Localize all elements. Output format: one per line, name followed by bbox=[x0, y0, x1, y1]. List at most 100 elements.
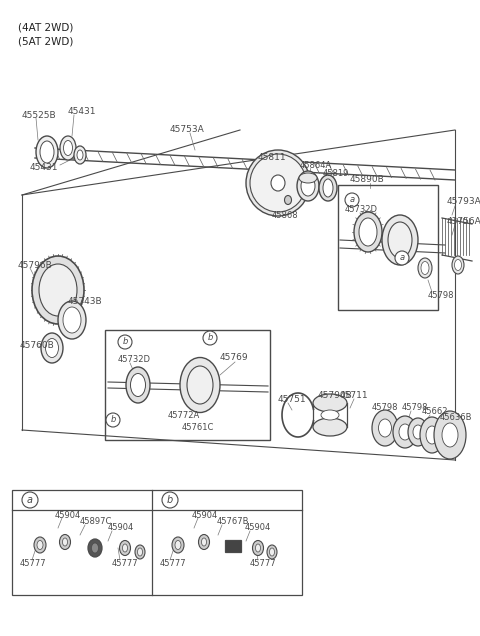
Ellipse shape bbox=[77, 150, 83, 160]
Text: 45868: 45868 bbox=[272, 211, 299, 219]
Text: 45798: 45798 bbox=[428, 291, 455, 300]
Text: b: b bbox=[207, 333, 213, 343]
Ellipse shape bbox=[319, 175, 337, 201]
Text: 45796B: 45796B bbox=[18, 261, 53, 270]
Text: 45761C: 45761C bbox=[182, 424, 215, 432]
Ellipse shape bbox=[37, 541, 43, 550]
Ellipse shape bbox=[40, 141, 54, 163]
Text: 45772A: 45772A bbox=[168, 410, 200, 420]
Ellipse shape bbox=[137, 548, 143, 556]
Text: 45777: 45777 bbox=[112, 558, 139, 567]
Ellipse shape bbox=[62, 538, 68, 546]
Ellipse shape bbox=[41, 333, 63, 363]
Text: 45751: 45751 bbox=[278, 396, 307, 404]
Ellipse shape bbox=[135, 545, 145, 559]
Text: a: a bbox=[349, 195, 355, 205]
Text: 45777: 45777 bbox=[20, 558, 47, 567]
Ellipse shape bbox=[175, 541, 181, 550]
Ellipse shape bbox=[271, 175, 285, 191]
Ellipse shape bbox=[120, 541, 131, 555]
Ellipse shape bbox=[434, 411, 466, 459]
Ellipse shape bbox=[60, 534, 71, 550]
Ellipse shape bbox=[354, 212, 382, 252]
Ellipse shape bbox=[323, 179, 333, 197]
Ellipse shape bbox=[399, 424, 411, 440]
Text: 45636B: 45636B bbox=[440, 413, 472, 422]
Text: 45819: 45819 bbox=[323, 169, 349, 177]
Text: 45777: 45777 bbox=[250, 558, 276, 567]
Ellipse shape bbox=[420, 417, 444, 453]
Ellipse shape bbox=[267, 545, 277, 559]
Ellipse shape bbox=[285, 195, 291, 205]
Ellipse shape bbox=[187, 366, 213, 404]
Circle shape bbox=[162, 492, 178, 508]
Circle shape bbox=[395, 251, 409, 265]
Text: 45732D: 45732D bbox=[345, 205, 378, 214]
Circle shape bbox=[345, 193, 359, 207]
Ellipse shape bbox=[297, 171, 319, 201]
Ellipse shape bbox=[88, 539, 102, 557]
Circle shape bbox=[203, 331, 217, 345]
Text: 45904: 45904 bbox=[55, 511, 81, 520]
Ellipse shape bbox=[180, 357, 220, 413]
Ellipse shape bbox=[250, 154, 306, 212]
Text: 45769: 45769 bbox=[220, 354, 249, 363]
Text: (5AT 2WD): (5AT 2WD) bbox=[18, 36, 73, 46]
Ellipse shape bbox=[452, 256, 464, 274]
Text: 45790B: 45790B bbox=[318, 392, 353, 401]
Ellipse shape bbox=[63, 141, 72, 155]
Text: 45662: 45662 bbox=[422, 408, 448, 417]
Text: 45760B: 45760B bbox=[20, 342, 55, 350]
Text: 45904: 45904 bbox=[245, 523, 271, 532]
Ellipse shape bbox=[58, 301, 86, 339]
Ellipse shape bbox=[379, 419, 392, 437]
Ellipse shape bbox=[46, 338, 59, 357]
Text: 45431: 45431 bbox=[68, 107, 96, 116]
Ellipse shape bbox=[442, 423, 458, 447]
Ellipse shape bbox=[246, 150, 310, 216]
Text: 45525B: 45525B bbox=[22, 111, 57, 120]
Ellipse shape bbox=[34, 537, 46, 553]
Ellipse shape bbox=[39, 264, 77, 316]
Bar bbox=[105, 330, 270, 440]
Text: 45777: 45777 bbox=[160, 558, 187, 567]
Text: 43756A: 43756A bbox=[447, 218, 480, 226]
Ellipse shape bbox=[122, 544, 128, 552]
Ellipse shape bbox=[413, 425, 423, 439]
Ellipse shape bbox=[32, 256, 84, 324]
Text: 45798: 45798 bbox=[402, 403, 429, 413]
Text: 45743B: 45743B bbox=[68, 298, 103, 307]
Ellipse shape bbox=[199, 534, 209, 550]
Circle shape bbox=[22, 492, 38, 508]
Text: a: a bbox=[399, 254, 405, 263]
Text: 45711: 45711 bbox=[340, 392, 369, 401]
Ellipse shape bbox=[382, 215, 418, 265]
Text: 45904: 45904 bbox=[192, 511, 218, 520]
Text: 45793A: 45793A bbox=[447, 198, 480, 207]
Text: 45890B: 45890B bbox=[350, 176, 385, 184]
Bar bbox=[338, 185, 438, 310]
Text: (4AT 2WD): (4AT 2WD) bbox=[18, 22, 73, 32]
Text: 45798: 45798 bbox=[372, 403, 398, 413]
Ellipse shape bbox=[393, 416, 417, 448]
Ellipse shape bbox=[408, 418, 428, 446]
Ellipse shape bbox=[426, 426, 438, 444]
Text: 45904: 45904 bbox=[108, 523, 134, 532]
Circle shape bbox=[118, 335, 132, 349]
Text: b: b bbox=[122, 338, 128, 347]
Ellipse shape bbox=[63, 307, 81, 333]
Ellipse shape bbox=[301, 176, 315, 196]
Ellipse shape bbox=[269, 548, 275, 556]
Ellipse shape bbox=[60, 136, 76, 160]
Text: 45897C: 45897C bbox=[80, 518, 112, 527]
Ellipse shape bbox=[36, 136, 58, 168]
Ellipse shape bbox=[126, 367, 150, 403]
Ellipse shape bbox=[74, 146, 86, 164]
Ellipse shape bbox=[252, 541, 264, 555]
Ellipse shape bbox=[372, 410, 398, 446]
Ellipse shape bbox=[313, 418, 347, 436]
Bar bbox=[12, 490, 302, 595]
Circle shape bbox=[106, 413, 120, 427]
Text: 45811: 45811 bbox=[258, 153, 287, 163]
Ellipse shape bbox=[255, 544, 261, 552]
